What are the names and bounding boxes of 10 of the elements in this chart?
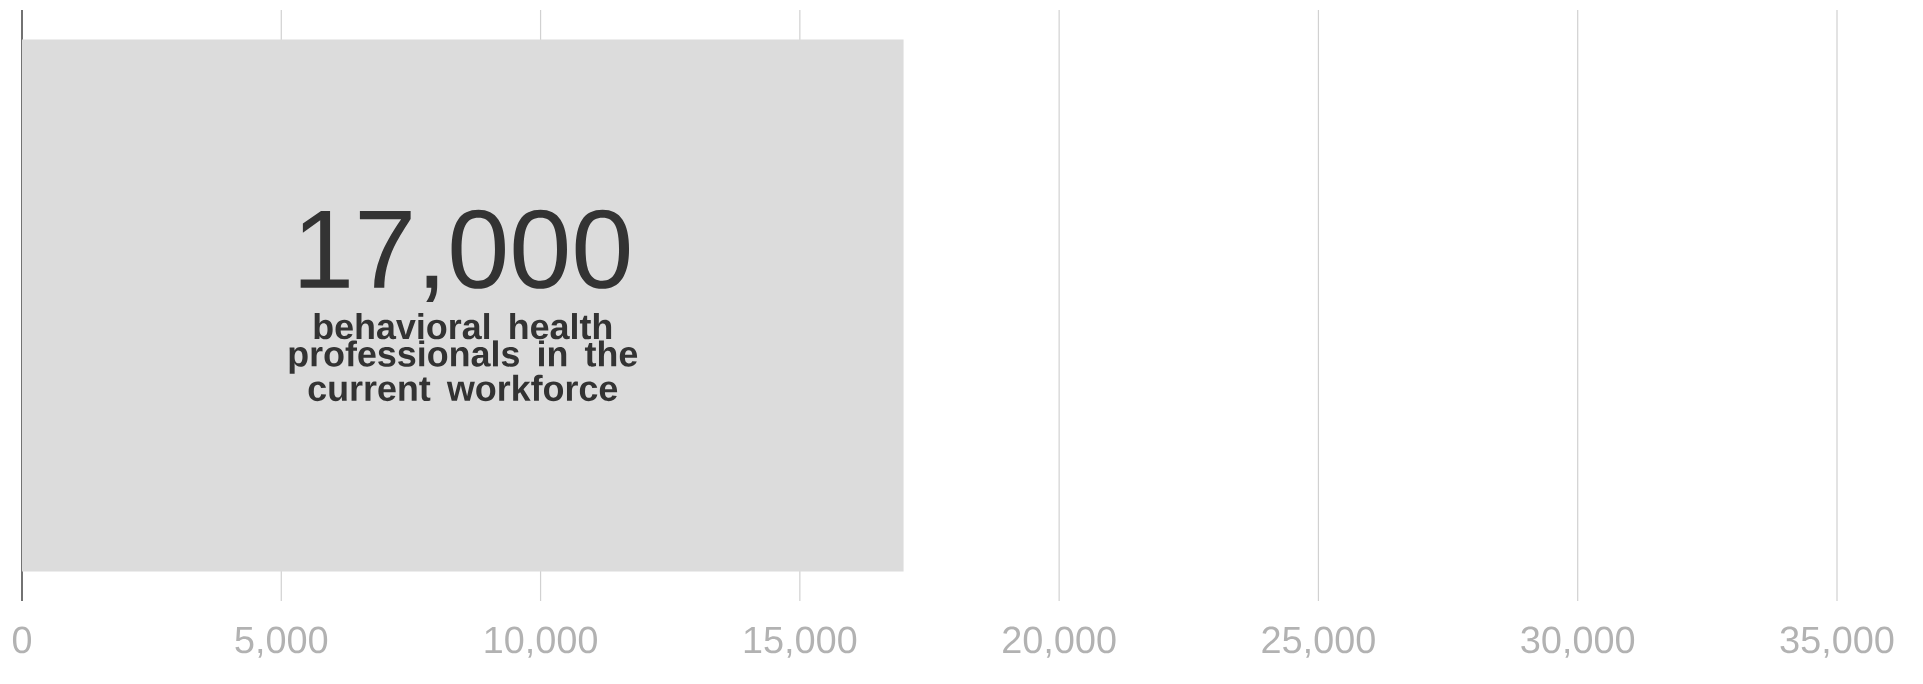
x-tick-label: 30,000 [1521,626,1635,658]
x-tick-label: 20,000 [1003,626,1116,658]
x-tick-label: 10,000 [485,626,597,658]
x-tick-label: 5,000 [235,626,328,658]
annotation: behavioral health professionals in the current workforce [289,313,638,402]
data-label: 17,000 [300,209,630,303]
x-tick-label: 25,000 [1262,626,1375,658]
x-tick-label: 35,000 [1780,626,1894,658]
x-tick-label: 0 [12,626,32,654]
x-tick-label: 15,000 [744,626,857,658]
